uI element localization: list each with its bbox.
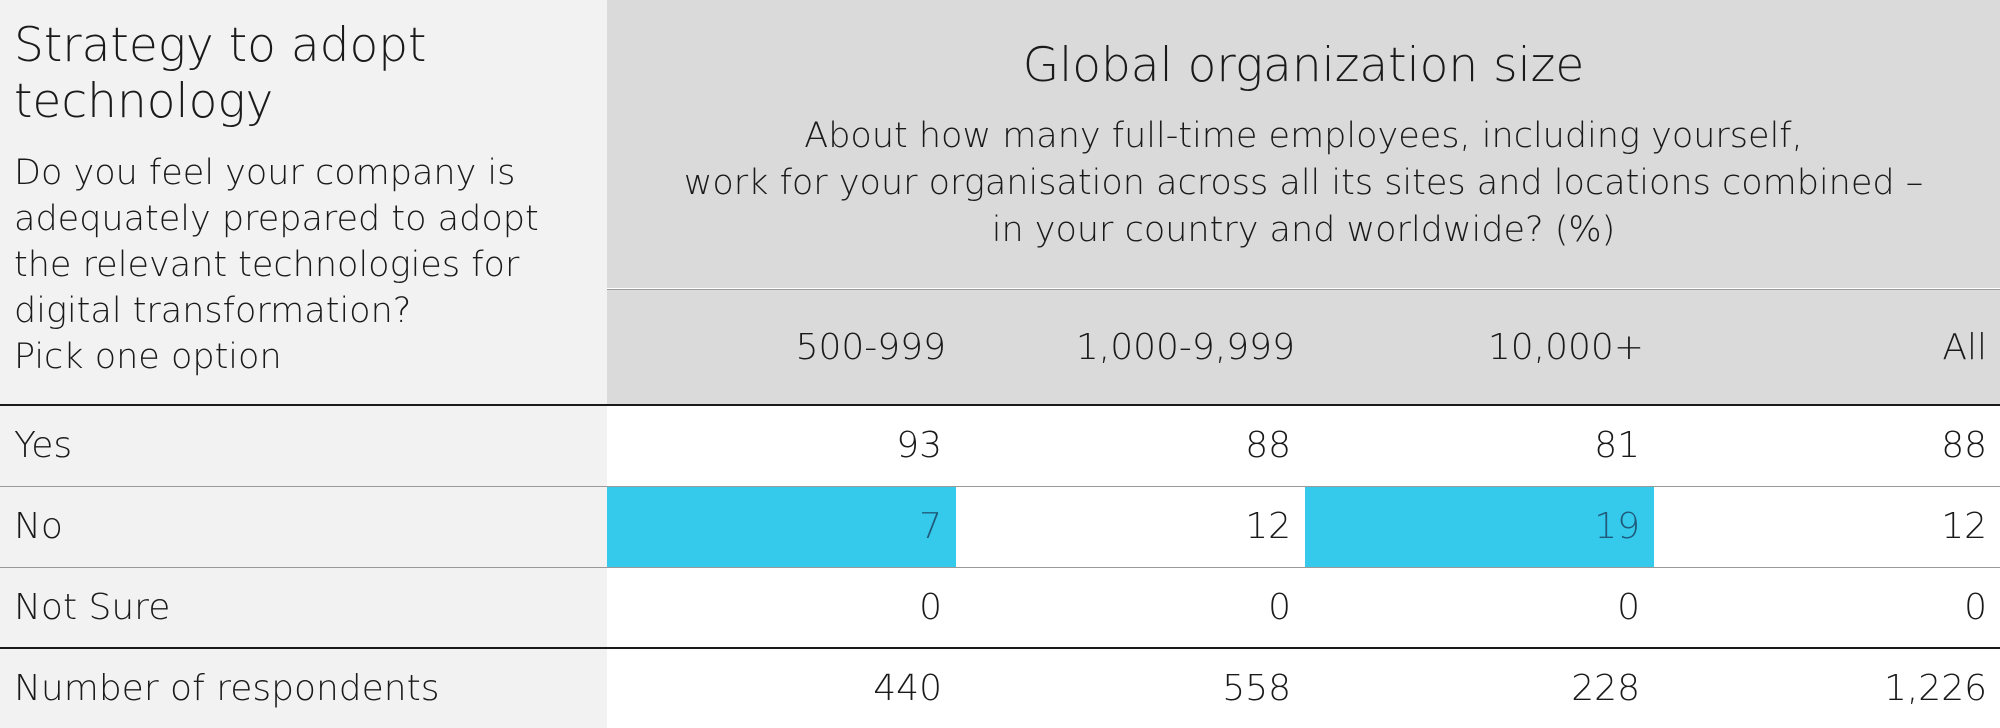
table-cell: 558: [1222, 668, 1291, 709]
column-header-500-999: 500-999: [795, 327, 946, 368]
table-cell: 88: [1941, 425, 1987, 466]
table-topic-title: Strategy to adopt technology: [14, 18, 593, 130]
row-label: Not Sure: [0, 568, 607, 648]
table-cell: 1,226: [1883, 668, 1987, 709]
column-header-1000-9999: 1,000-9,999: [1075, 327, 1295, 368]
table-cell: 81: [1594, 425, 1640, 466]
column-header-10000-plus: 10,000+: [1487, 327, 1644, 368]
table-cell: 0: [919, 587, 942, 628]
table-right-header: Global organization size About how many …: [607, 0, 2000, 288]
row-divider: [0, 486, 2000, 487]
row-label: Yes: [0, 406, 607, 486]
row-label: No: [0, 487, 607, 567]
table-cell: 0: [1268, 587, 1291, 628]
survey-question: Do you feel your company is adequately p…: [14, 150, 593, 380]
column-headers: 500-999 1,000-9,999 10,000+ All: [607, 289, 2000, 406]
question-line: Pick one option: [14, 337, 282, 377]
highlighted-cell: 7: [607, 487, 956, 567]
table-cell: 440: [873, 668, 942, 709]
topic-title-line: Strategy to adopt: [14, 18, 427, 73]
table-cell: 0: [1617, 587, 1640, 628]
table-cell: 0: [1964, 587, 1987, 628]
question-line: adequately prepared to adopt: [14, 199, 539, 239]
table-row-respondents: Number of respondents 440 558 228 1,226: [0, 649, 2000, 728]
highlighted-cell: 19: [1305, 487, 1654, 567]
column-header-all: All: [1942, 327, 1987, 368]
column-group-title: Global organization size: [1022, 38, 1585, 93]
table-cell: 88: [1245, 425, 1291, 466]
header-divider: [0, 404, 2000, 406]
question-line: Do you feel your company is: [14, 153, 516, 193]
table-row-yes: Yes 93 88 81 88: [0, 406, 2000, 486]
question-line: digital transformation?: [14, 291, 412, 331]
subtitle-line: About how many full-time employees, incl…: [804, 116, 1803, 156]
table-row-not-sure: Not Sure 0 0 0 0: [0, 568, 2000, 648]
table-cell: 12: [1941, 506, 1987, 547]
row-label: Number of respondents: [0, 649, 607, 728]
table-left-header: Strategy to adopt technology Do you feel…: [0, 0, 607, 405]
question-line: the relevant technologies for: [14, 245, 520, 285]
table-row-no: No 7 12 19 12: [0, 487, 2000, 567]
table-cell: 228: [1571, 668, 1640, 709]
topic-title-line: technology: [14, 74, 274, 129]
row-divider: [0, 567, 2000, 568]
table-cell: 12: [1245, 506, 1291, 547]
subtitle-line: in your country and worldwide? (%): [991, 210, 1616, 250]
table-cell: 93: [896, 425, 942, 466]
totals-divider: [0, 647, 2000, 649]
column-group-question: About how many full-time employees, incl…: [607, 113, 2000, 254]
subtitle-line: work for your organisation across all it…: [683, 163, 1924, 203]
